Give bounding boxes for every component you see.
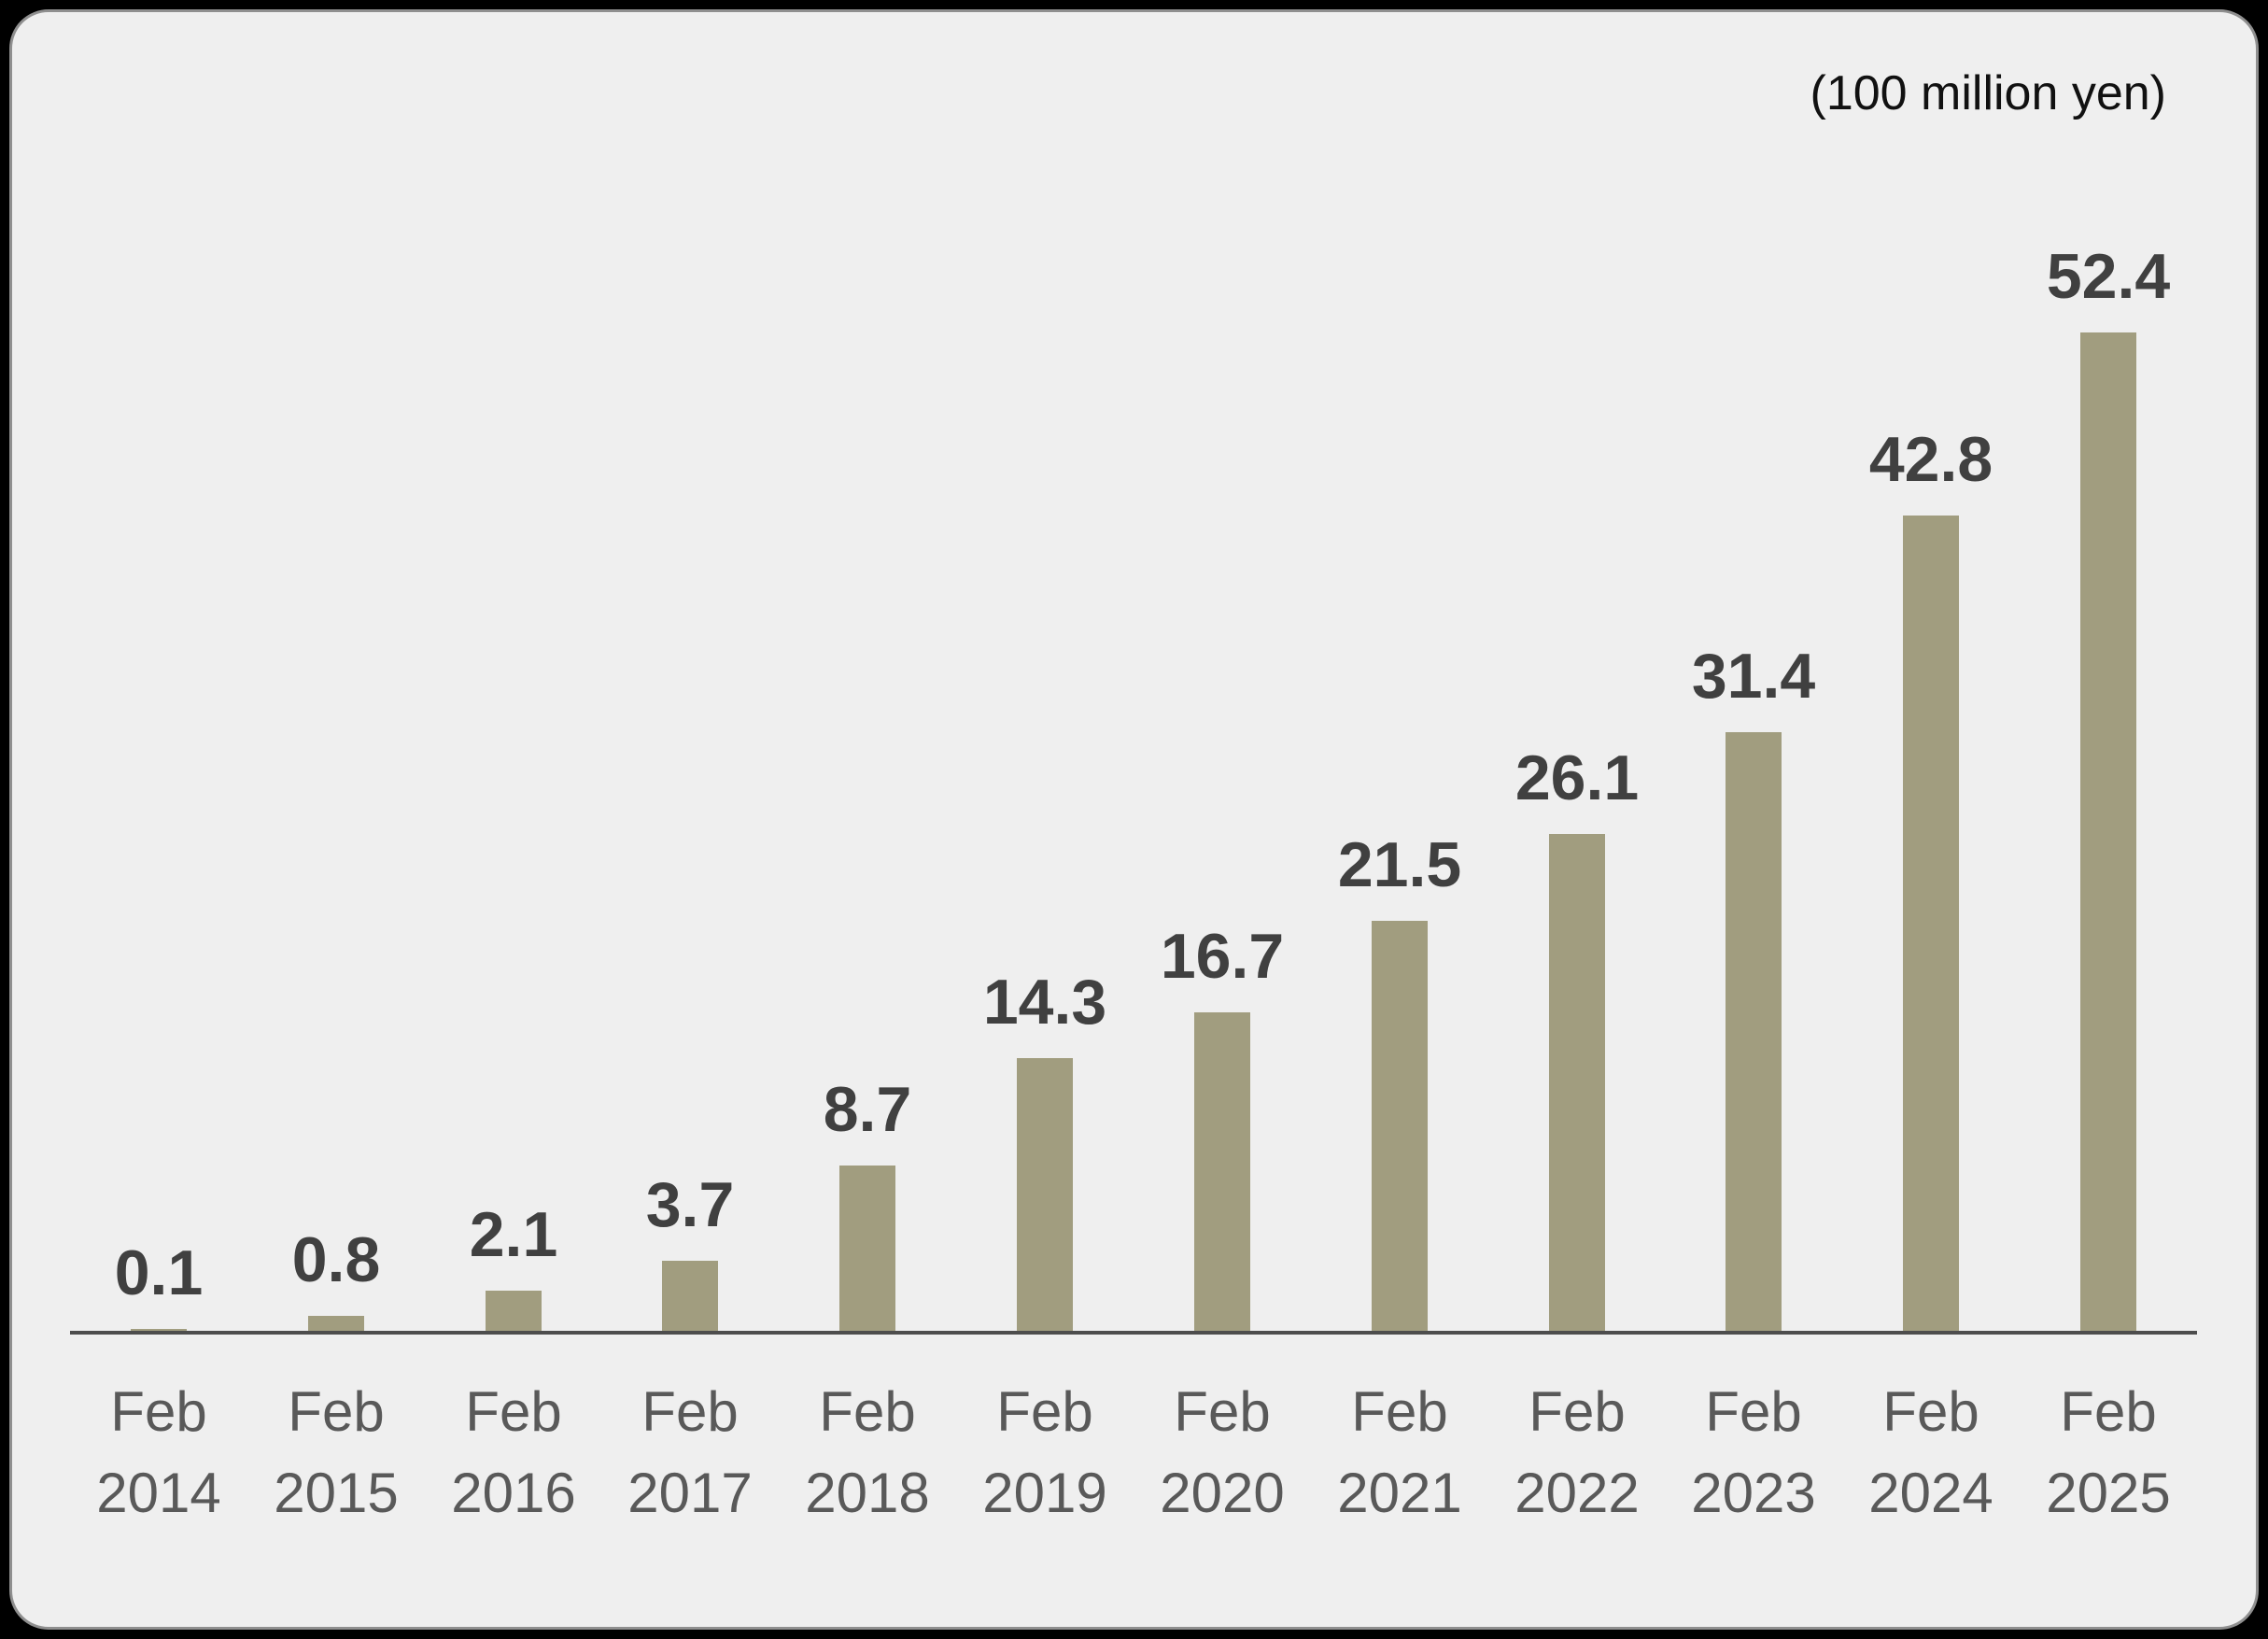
x-tick-label-feb-2019: Feb 2019: [982, 1380, 1107, 1524]
bar-value-label-feb-2022: 26.1: [1514, 742, 1640, 813]
bar-feb-2019: [1017, 1058, 1073, 1331]
x-tick-label-feb-2024: Feb 2024: [1868, 1380, 1993, 1524]
x-tick-label-feb-2014: Feb 2014: [96, 1380, 221, 1524]
unit-label: (100 million yen): [1810, 66, 2167, 120]
bar-feb-2023: [1726, 732, 1782, 1331]
bar-value-label-feb-2024: 42.8: [1868, 424, 1993, 495]
bar-value-label-feb-2021: 21.5: [1337, 829, 1462, 900]
bar-feb-2016: [486, 1291, 542, 1331]
x-axis-tick-labels: Feb 2014 Feb 2015 Feb 2016 Feb 2017 Feb 2018 Feb 20…: [70, 1371, 2197, 1558]
bar-value-label-feb-2020: 16.7: [1160, 921, 1285, 992]
bar-feb-2014: [131, 1329, 187, 1331]
x-axis-line: [70, 1331, 2197, 1335]
chart-panel: (100 million yen) 0.1 0.8 2.1 3.7 8.7 14.3 16.…: [9, 9, 2259, 1630]
bar-value-label-feb-2016: 2.1: [469, 1199, 558, 1270]
bar-value-label-feb-2017: 3.7: [645, 1169, 735, 1240]
bar-feb-2015: [308, 1316, 364, 1331]
bar-feb-2021: [1372, 921, 1428, 1331]
x-tick-label-feb-2021: Feb 2021: [1337, 1380, 1462, 1524]
x-tick-label-feb-2023: Feb 2023: [1691, 1380, 1816, 1524]
bar-feb-2018: [839, 1166, 895, 1331]
x-tick-label-feb-2017: Feb 2017: [627, 1380, 753, 1524]
bar-value-label-feb-2023: 31.4: [1691, 641, 1816, 712]
bar-value-label-feb-2014: 0.1: [114, 1237, 204, 1308]
bar-feb-2022: [1549, 834, 1605, 1331]
x-tick-label-feb-2018: Feb 2018: [805, 1380, 930, 1524]
plot-area: 0.1 0.8 2.1 3.7 8.7 14.3 16.7 21.5 26.1 31.4 42.8 5…: [70, 12, 2197, 1331]
bar-feb-2024: [1903, 516, 1959, 1331]
x-tick-label-feb-2016: Feb 2016: [451, 1380, 576, 1524]
bar-value-label-feb-2025: 52.4: [2046, 241, 2171, 312]
bar-feb-2017: [662, 1261, 718, 1331]
bar-value-label-feb-2018: 8.7: [823, 1074, 912, 1145]
bar-value-label-feb-2019: 14.3: [982, 967, 1107, 1038]
x-tick-label-feb-2015: Feb 2015: [274, 1380, 399, 1524]
bar-feb-2025: [2080, 332, 2136, 1331]
bar-value-label-feb-2015: 0.8: [291, 1224, 381, 1295]
bar-feb-2020: [1194, 1012, 1250, 1331]
x-tick-label-feb-2020: Feb 2020: [1160, 1380, 1285, 1524]
x-tick-label-feb-2022: Feb 2022: [1514, 1380, 1640, 1524]
x-tick-label-feb-2025: Feb 2025: [2046, 1380, 2171, 1524]
